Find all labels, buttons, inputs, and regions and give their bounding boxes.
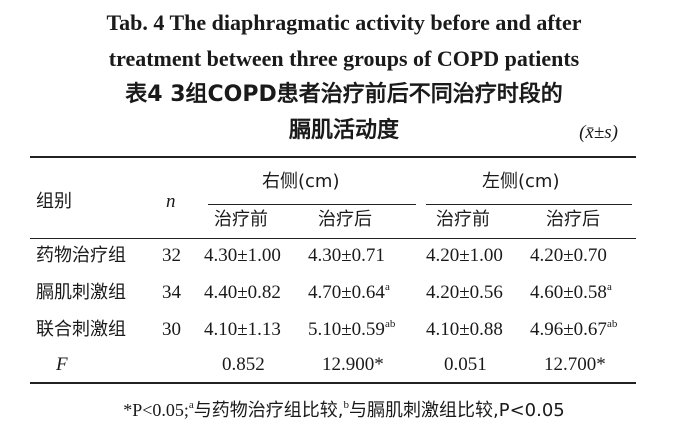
row-right-before: 4.40±0.82 bbox=[204, 282, 281, 303]
row-group: 联合刺激组 bbox=[36, 319, 126, 340]
row-right-before: 4.30±1.00 bbox=[204, 245, 281, 266]
table-bottom-rule bbox=[30, 382, 636, 384]
row-left-before: 4.20±1.00 bbox=[426, 245, 503, 266]
row-left-before: 4.10±0.88 bbox=[426, 319, 503, 340]
f-right-before: 0.852 bbox=[222, 354, 265, 375]
header-left-before: 治疗前 bbox=[436, 209, 490, 230]
title-zh-line2: 膈肌活动度 bbox=[288, 118, 399, 143]
title-en-line1: Tab. 4 The diaphragmatic activity before… bbox=[106, 10, 582, 35]
header-bottom-rule bbox=[30, 238, 636, 239]
row-left-after: 4.20±0.70 bbox=[530, 245, 607, 266]
header-right-before: 治疗前 bbox=[214, 209, 268, 230]
header-group: 组别 bbox=[36, 191, 72, 212]
f-row-label: F bbox=[56, 354, 68, 375]
header-left-after: 治疗后 bbox=[546, 209, 600, 230]
header-right-after: 治疗后 bbox=[318, 209, 372, 230]
table-footnote: *P<0.05;a与药物治疗组比较,b与膈肌刺激组比较,P<0.05 bbox=[123, 399, 565, 422]
row-n: 34 bbox=[162, 282, 181, 303]
f-right-after: 12.900* bbox=[322, 354, 384, 375]
row-left-before: 4.20±0.56 bbox=[426, 282, 503, 303]
row-left-after: 4.96±0.67ab bbox=[530, 318, 618, 341]
unit-note: (x̄±s) bbox=[579, 122, 618, 143]
row-right-after: 4.70±0.64a bbox=[308, 281, 390, 304]
row-group: 膈肌刺激组 bbox=[36, 282, 126, 303]
header-right-side: 右侧(cm) bbox=[262, 171, 340, 192]
header-n: n bbox=[166, 191, 176, 212]
table-top-rule bbox=[30, 156, 636, 158]
title-zh-line1: 表4 3组COPD患者治疗前后不同治疗时段的 bbox=[125, 82, 563, 107]
row-right-before: 4.10±1.13 bbox=[204, 319, 281, 340]
header-left-side: 左侧(cm) bbox=[482, 171, 560, 192]
header-left-subrule bbox=[426, 204, 632, 205]
row-right-after: 5.10±0.59ab bbox=[308, 318, 396, 341]
row-n: 30 bbox=[162, 319, 181, 340]
row-left-after: 4.60±0.58a bbox=[530, 281, 612, 304]
f-left-before: 0.051 bbox=[444, 354, 487, 375]
f-left-after: 12.700* bbox=[544, 354, 606, 375]
row-right-after: 4.30±0.71 bbox=[308, 245, 385, 266]
title-en-line2: treatment between three groups of COPD p… bbox=[108, 46, 580, 71]
header-right-subrule bbox=[208, 204, 416, 205]
row-n: 32 bbox=[162, 245, 181, 266]
row-group: 药物治疗组 bbox=[36, 245, 126, 266]
